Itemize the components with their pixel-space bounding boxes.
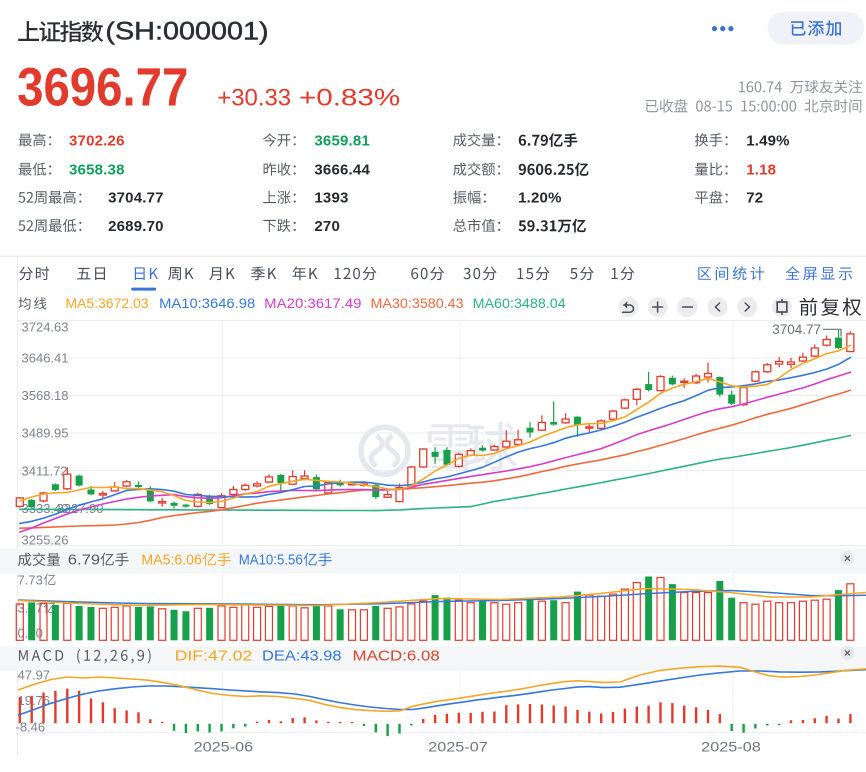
svg-text:3568.18: 3568.18 <box>22 388 69 403</box>
svg-text:MA60:3488.04: MA60:3488.04 <box>473 295 566 311</box>
svg-text:1.20%: 1.20% <box>518 190 562 207</box>
svg-text:2025-06: 2025-06 <box>194 740 254 755</box>
svg-text:DEA:43.98: DEA:43.98 <box>262 648 342 664</box>
svg-text:3646.41: 3646.41 <box>22 351 69 366</box>
svg-text:1.49%: 1.49% <box>746 132 790 149</box>
svg-text:3696.77: 3696.77 <box>17 58 188 118</box>
svg-text:1.18: 1.18 <box>746 162 776 179</box>
svg-text:MA5:3672.03: MA5:3672.03 <box>65 295 148 311</box>
svg-text:MA20:3617.49: MA20:3617.49 <box>264 295 362 311</box>
svg-text:+30.33: +30.33 <box>217 84 291 111</box>
svg-text:270: 270 <box>314 218 340 235</box>
svg-text:+0.83%: +0.83% <box>299 84 400 111</box>
svg-text:2689.70: 2689.70 <box>108 218 164 235</box>
svg-text:MA30:3580.43: MA30:3580.43 <box>371 295 464 311</box>
svg-text:(SH:000001): (SH:000001) <box>105 19 268 46</box>
svg-text:3489.95: 3489.95 <box>22 426 69 441</box>
svg-text:47.97: 47.97 <box>18 667 51 682</box>
svg-text:3704.77: 3704.77 <box>772 322 821 337</box>
svg-text:3327.90: 3327.90 <box>57 501 104 516</box>
svg-text:2025-08: 2025-08 <box>701 740 761 755</box>
svg-text:DIF:47.02: DIF:47.02 <box>175 648 253 664</box>
svg-text:3411.72: 3411.72 <box>22 463 68 478</box>
svg-text:3704.77: 3704.77 <box>108 190 164 207</box>
svg-text:3724.63: 3724.63 <box>22 320 69 335</box>
svg-text:72: 72 <box>746 190 763 207</box>
svg-text:3658.38: 3658.38 <box>69 162 125 179</box>
svg-text:MA10:5.56: MA10:5.56 <box>239 553 303 569</box>
svg-text:3255.26: 3255.26 <box>22 532 69 547</box>
svg-text:MA10:3646.98: MA10:3646.98 <box>159 295 255 311</box>
svg-text:3666.44: 3666.44 <box>314 162 370 179</box>
svg-text:3659.81: 3659.81 <box>314 132 370 149</box>
svg-text:3702.26: 3702.26 <box>69 132 125 149</box>
svg-text:2025-07: 2025-07 <box>428 740 488 755</box>
svg-text:7.73: 7.73 <box>18 572 43 587</box>
svg-text:1393: 1393 <box>314 190 348 207</box>
svg-text:6.79: 6.79 <box>68 553 100 569</box>
svg-text:MACD:6.08: MACD:6.08 <box>353 648 440 664</box>
svg-text:MA5:6.06: MA5:6.06 <box>141 553 202 569</box>
svg-text:19.76: 19.76 <box>18 693 51 708</box>
svg-text:-8.46: -8.46 <box>16 719 46 734</box>
